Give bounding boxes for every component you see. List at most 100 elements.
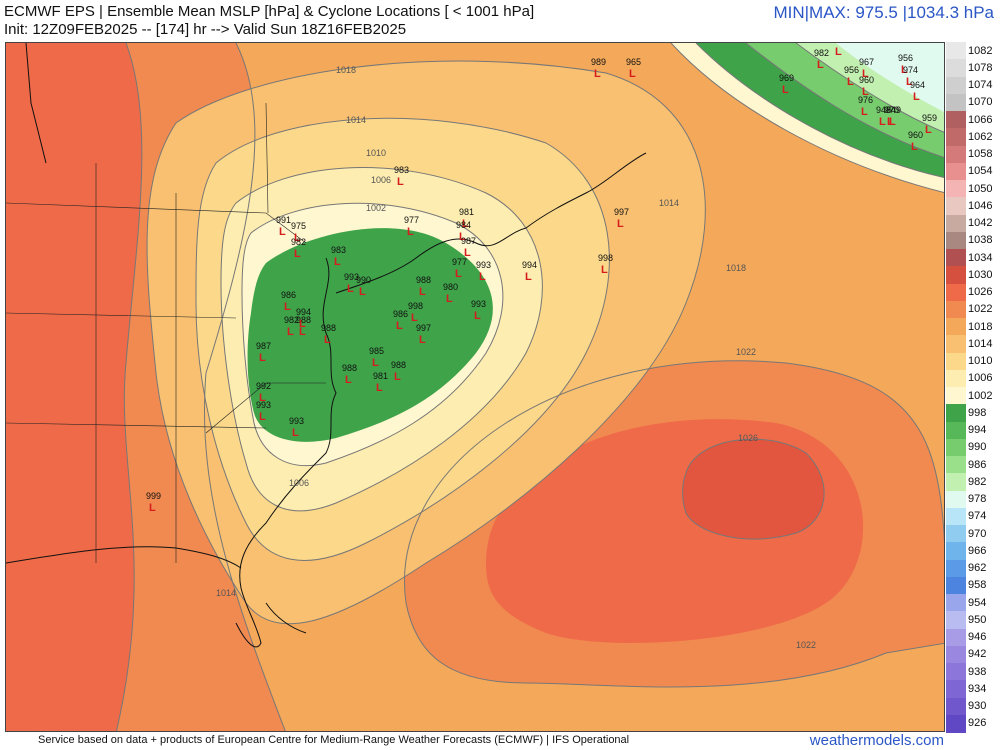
cyclone-pressure-label: 987 bbox=[461, 236, 476, 246]
cyclone-marker: 962L bbox=[832, 43, 847, 58]
legend-swatch bbox=[946, 42, 966, 60]
legend-swatch bbox=[946, 300, 966, 319]
legend-swatch bbox=[946, 628, 966, 647]
legend-swatch bbox=[946, 490, 966, 509]
low-symbol: L bbox=[376, 382, 383, 394]
brand-link[interactable]: weathermodels.com bbox=[809, 732, 944, 749]
legend-label: 1050 bbox=[968, 182, 993, 195]
cyclone-pressure-label: 982 bbox=[291, 237, 306, 247]
ne-978 bbox=[836, 43, 944, 112]
cyclone-pressure-label: 988 bbox=[342, 363, 357, 373]
legend-label: 950 bbox=[968, 613, 987, 626]
legend-label: 1082 bbox=[968, 44, 993, 57]
isobar-label: 1022 bbox=[796, 640, 816, 650]
low-symbol: L bbox=[324, 334, 331, 346]
low-symbol: L bbox=[906, 76, 913, 88]
legend-swatch bbox=[946, 542, 966, 560]
cyclone-pressure-label: 967 bbox=[859, 57, 874, 67]
legend-label: 1034 bbox=[968, 251, 993, 264]
low-symbol: L bbox=[901, 64, 908, 76]
minmax-readout: MIN|MAX: 975.5 |1034.3 hPa bbox=[773, 3, 994, 22]
legend-label: 1026 bbox=[968, 286, 993, 299]
legend-label: 1062 bbox=[968, 130, 993, 143]
legend-label: 1058 bbox=[968, 148, 993, 161]
cyclone-pressure-label: 998 bbox=[598, 253, 613, 263]
high-core bbox=[682, 439, 825, 540]
borders bbox=[6, 102, 326, 563]
low-symbol: L bbox=[359, 286, 366, 298]
legend-swatch bbox=[946, 335, 966, 353]
cyclone-pressure-label: 993 bbox=[471, 299, 486, 309]
legend-label: 954 bbox=[968, 596, 987, 609]
low-symbol: L bbox=[334, 256, 341, 268]
isobar-lines bbox=[115, 43, 944, 731]
legend-label: 1066 bbox=[968, 113, 993, 126]
legend-swatch bbox=[946, 387, 966, 405]
legend-label: 998 bbox=[968, 406, 987, 419]
cyclone-pressure-label: 949 bbox=[886, 105, 901, 115]
map-subtitle: Init: 12Z09FEB2025 -- [174] hr --> Valid… bbox=[4, 21, 407, 38]
legend-swatch bbox=[946, 525, 966, 543]
legend-swatch bbox=[946, 645, 966, 664]
cyclone-pressure-label: 993 bbox=[289, 416, 304, 426]
low-symbol: L bbox=[294, 232, 301, 244]
low-symbol: L bbox=[479, 271, 486, 283]
legend-label: 1046 bbox=[968, 199, 993, 212]
low-symbol: L bbox=[394, 371, 401, 383]
cyclone-pressure-label: 960 bbox=[859, 75, 874, 85]
cyclone-pressure-label: 994 bbox=[522, 260, 537, 270]
legend-label: 930 bbox=[968, 700, 987, 713]
legend-swatch bbox=[946, 507, 966, 526]
cyclone-pressure-label: 982 bbox=[814, 48, 829, 58]
cyclone-pressure-label: 993 bbox=[256, 400, 271, 410]
cyclone-pressure-label: 993 bbox=[476, 260, 491, 270]
low-symbol: L bbox=[817, 59, 824, 71]
low-symbol: L bbox=[525, 271, 532, 283]
map-title: ECMWF EPS | Ensemble Mean MSLP [hPa] & C… bbox=[4, 3, 535, 20]
cyclone-pressure-label: 988 bbox=[321, 323, 336, 333]
legend-swatch bbox=[946, 93, 966, 112]
isobar-label: 1014 bbox=[659, 198, 679, 208]
cyclone-pressure-label: 956 bbox=[844, 65, 859, 75]
legend-swatch bbox=[946, 594, 966, 612]
legend-label: 1006 bbox=[968, 372, 993, 385]
isobar-label: 1014 bbox=[346, 115, 366, 125]
legend-label: 1018 bbox=[968, 320, 993, 333]
low-symbol: L bbox=[464, 247, 471, 259]
cyclone-pressure-label: 960 bbox=[908, 130, 923, 140]
isobar-label: 1018 bbox=[336, 65, 356, 75]
low-symbol: L bbox=[292, 427, 299, 439]
legend-label: 926 bbox=[968, 717, 987, 730]
low-symbol: L bbox=[446, 293, 453, 305]
legend-swatch bbox=[946, 680, 966, 698]
cyclone-pressure-label: 988 bbox=[416, 275, 431, 285]
isobar-label: 1014 bbox=[216, 588, 236, 598]
low-symbol: L bbox=[847, 76, 854, 88]
cyclone-pressure-label: 977 bbox=[452, 257, 467, 267]
cyclone-markers: 989L965L982L962L969L967L956L956L960L974L… bbox=[146, 43, 937, 514]
legend-label: 962 bbox=[968, 562, 987, 575]
low-symbol: L bbox=[259, 411, 266, 423]
